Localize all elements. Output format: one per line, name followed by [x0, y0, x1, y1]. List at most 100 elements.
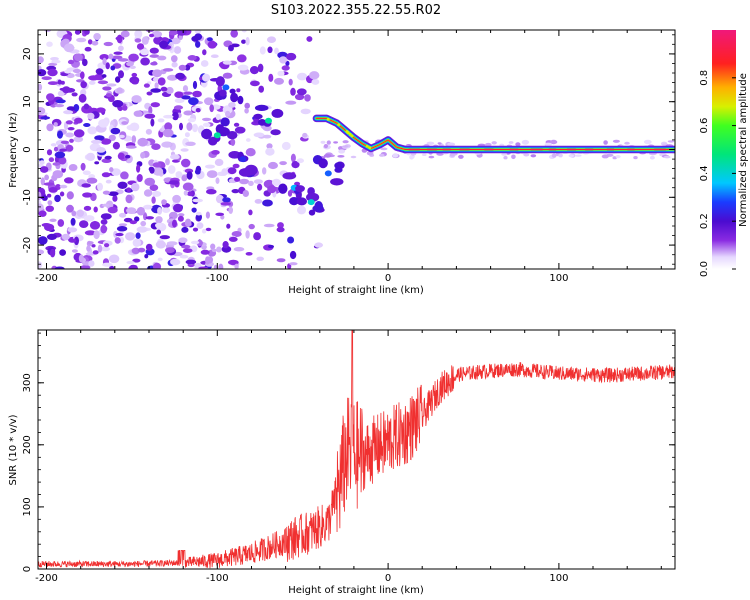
spectrogram-noise-blob [274, 77, 284, 85]
spectrogram-noise-blob [41, 195, 48, 201]
spectrogram-noise-blob [267, 36, 276, 43]
x-tick-label: 0 [385, 573, 391, 584]
spectrogram-noise-blob [190, 240, 200, 245]
spectrogram-noise-blob [117, 152, 125, 160]
spectrogram-noise-blob [164, 122, 173, 131]
spectrogram-noise-blob [185, 141, 196, 146]
spectrogram-feature-halo [258, 119, 267, 126]
spectrogram-noise-blob [57, 79, 62, 85]
spectrogram-noise-blob [167, 74, 178, 81]
spectrogram-noise-blob [234, 126, 246, 134]
spectrogram-noise-blob [95, 68, 104, 75]
spectrogram-noise-blob [178, 34, 183, 40]
spectrogram-noise-blob [92, 250, 99, 255]
x-tick-label: 100 [549, 273, 568, 284]
spectrogram-noise-blob [220, 202, 231, 206]
spectrogram-noise-blob [65, 144, 74, 152]
spectrogram-noise-blob [129, 220, 137, 225]
spectrogram-noise-blob [105, 62, 110, 70]
spectrogram-noise-blob [162, 68, 174, 72]
spectrogram-noise-blob [151, 30, 163, 38]
spectrogram-noise-blob [170, 258, 181, 266]
snr-y-label: SNR (10 * v/v) [8, 414, 19, 485]
spectrogram-noise-blob [40, 166, 49, 173]
spectrogram-noise-blob [215, 177, 220, 184]
spectrogram-feature-halo [295, 185, 305, 193]
spectrogram-noise-blob [191, 35, 200, 42]
spectrogram-noise-blob [76, 37, 87, 43]
spectrogram-noise-blob [233, 122, 240, 127]
spectrogram-noise-blob [57, 90, 65, 97]
spectrogram-noise-blob [51, 59, 61, 64]
spectrogram-noise-blob [182, 248, 193, 254]
spectrogram-noise-blob [173, 203, 183, 213]
spectrogram-noise-blob [40, 116, 51, 120]
x-tick-label: -200 [35, 273, 58, 284]
spectrogram-noise-blob [105, 93, 112, 98]
spectrogram-noise-blob [61, 38, 70, 45]
spectrogram-noise-blob [175, 72, 186, 80]
spectrogram-noise-blob [266, 143, 273, 150]
spectrogram-noise-blob [80, 265, 91, 269]
spectrogram-noise-blob [294, 93, 305, 101]
spectrogram-noise-blob [265, 147, 275, 156]
spectrogram-noise-blob [165, 247, 175, 254]
spectrogram-noise-blob [59, 191, 65, 197]
spectrogram-noise-blob [84, 46, 92, 52]
spectrogram-noise-blob [624, 141, 630, 145]
spectrogram-noise-blob [112, 100, 124, 108]
spectrogram-noise-blob [59, 148, 67, 152]
spectrogram-noise-blob [162, 128, 174, 138]
spectrogram-noise-blob [279, 161, 287, 166]
spectrogram-noise-blob [135, 232, 141, 239]
spectrogram-feature-halo [253, 113, 263, 120]
spectrogram-noise-blob [165, 158, 170, 166]
spectrogram-noise-blob [96, 147, 106, 153]
spectrogram-noise-blob [126, 260, 135, 265]
spectrogram-noise-blob [144, 113, 156, 119]
spectrogram-noise-blob [140, 57, 150, 66]
spectrogram-noise-blob [177, 215, 184, 222]
spectrogram-noise-blob [323, 153, 332, 158]
snr-x-label: Height of straight line (km) [288, 585, 424, 596]
spectrogram-noise-blob [50, 57, 59, 61]
spectrogram-noise-blob [73, 129, 85, 138]
spectrogram-noise-blob [210, 243, 216, 250]
spectrogram-noise-blob [296, 72, 308, 81]
spectrogram-noise-blob [215, 113, 221, 121]
spectrogram-noise-blob [175, 171, 183, 179]
spectrogram-noise-blob [40, 177, 45, 186]
spectrogram-noise-blob [113, 230, 118, 238]
spectrogram-noise-blob [136, 164, 141, 173]
spectrogram-noise-blob [257, 63, 264, 73]
spectrogram-feature-halo [330, 178, 344, 186]
spectrogram-noise-blob [259, 46, 266, 55]
spectrogram-noise-blob [114, 237, 121, 244]
spectrogram-noise-blob [290, 87, 296, 96]
spectrogram-noise-blob [84, 230, 96, 236]
spectrogram-noise-blob [192, 80, 198, 90]
spectrogram-noise-blob [126, 207, 137, 215]
spectrogram-noise-blob [160, 86, 168, 92]
spectrogram-noise-blob [48, 157, 55, 163]
spectrogram-noise-blob [108, 191, 119, 196]
spectrogram-noise-blob [449, 153, 455, 157]
spectrogram-noise-blob [65, 132, 75, 138]
spectrogram-noise-blob [117, 181, 128, 189]
spectrogram-noise-blob [558, 153, 563, 158]
spectrogram-noise-blob [122, 105, 128, 111]
colorbar-tick-label: 0.6 [699, 118, 710, 134]
spectrogram-noise-blob [116, 226, 128, 232]
spectrogram-noise-blob [131, 79, 139, 85]
spectrogram-noise-blob [195, 40, 201, 48]
y-tick-label: 0 [22, 146, 33, 152]
spectrogram-noise-blob [74, 30, 81, 35]
spectrogram-noise-blob [244, 108, 249, 114]
spectrogram-noise-blob [234, 263, 239, 269]
spectrogram-noise-blob [248, 223, 255, 230]
spectrogram-noise-blob [342, 145, 349, 148]
spectrogram-noise-blob [131, 247, 140, 254]
y-tick-label: -20 [22, 237, 33, 253]
spectrogram-noise-blob [167, 165, 176, 174]
spectrogram-noise-blob [172, 111, 179, 121]
